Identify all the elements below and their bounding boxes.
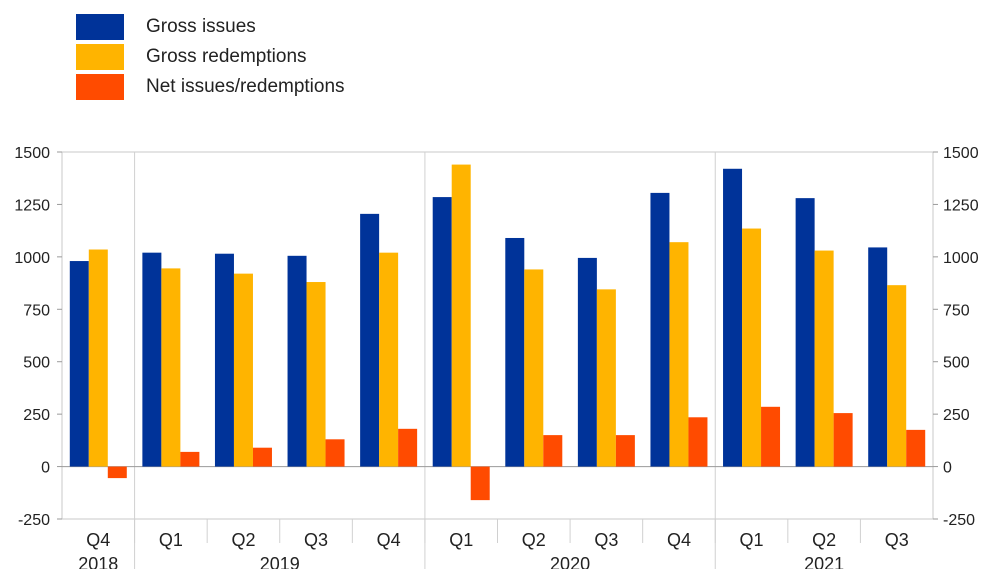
bar-net-issues-redemptions <box>761 406 781 467</box>
category-label: Q4 <box>667 530 691 550</box>
category-label: Q2 <box>812 530 836 550</box>
legend-label-net-issues: Net issues/redemptions <box>146 76 345 97</box>
category-label: Q1 <box>740 530 764 550</box>
category-label: Q2 <box>231 530 255 550</box>
bar-net-issues-redemptions <box>180 451 200 467</box>
bar-gross-redemptions <box>379 252 399 467</box>
category-label: Q1 <box>159 530 183 550</box>
bar-gross-issues <box>214 253 234 467</box>
category-label: Q4 <box>377 530 401 550</box>
bar-gross-redemptions <box>596 289 616 467</box>
bar-gross-issues <box>723 168 743 467</box>
y-tick-label-right: 750 <box>943 302 970 319</box>
bar-gross-issues <box>142 252 162 467</box>
bar-gross-redemptions <box>814 250 834 467</box>
y-tick-label-right: 1250 <box>943 197 979 214</box>
bar-gross-redemptions <box>233 273 253 467</box>
bar-gross-redemptions <box>88 249 108 467</box>
y-tick-label-right: 1500 <box>943 145 979 162</box>
legend-swatch-gross-redemptions <box>76 44 124 70</box>
year-label: 2020 <box>550 554 590 569</box>
bar-gross-issues <box>432 197 452 467</box>
bar-gross-issues <box>795 198 815 467</box>
year-label: 2019 <box>260 554 300 569</box>
legend-item-net-issues: Net issues/redemptions <box>76 72 345 102</box>
bar-net-issues-redemptions <box>906 429 926 467</box>
bar-gross-issues <box>287 255 307 467</box>
bar-net-issues-redemptions <box>325 439 345 467</box>
bar-net-issues-redemptions <box>543 435 563 467</box>
bar-gross-redemptions <box>306 282 326 467</box>
y-tick-label-right: 1000 <box>943 250 979 267</box>
bar-net-issues-redemptions <box>252 447 272 467</box>
bar-gross-issues <box>360 213 380 467</box>
y-tick-label-right: -250 <box>943 512 975 529</box>
y-tick-label-left: 0 <box>41 460 50 477</box>
bar-gross-redemptions <box>161 268 181 467</box>
bar-net-issues-redemptions <box>470 466 490 501</box>
bar-gross-issues <box>505 237 525 467</box>
bar-net-issues-redemptions <box>833 413 853 467</box>
bar-gross-issues <box>577 257 597 467</box>
bar-gross-redemptions <box>451 164 471 467</box>
y-tick-label-left: 500 <box>23 355 50 372</box>
legend-swatch-net-issues <box>76 74 124 100</box>
bar-net-issues-redemptions <box>107 466 127 479</box>
legend-label-gross-redemptions: Gross redemptions <box>146 46 307 67</box>
y-tick-label-left: 1500 <box>14 145 50 162</box>
y-tick-label-left: 1000 <box>14 250 50 267</box>
bar-gross-issues <box>650 192 670 467</box>
bar-gross-redemptions <box>742 228 762 467</box>
y-tick-label-left: 250 <box>23 407 50 424</box>
bar-gross-redemptions <box>524 269 544 467</box>
bar-gross-issues <box>868 247 888 467</box>
year-label: 2021 <box>804 554 844 569</box>
legend-item-gross-redemptions: Gross redemptions <box>76 42 345 72</box>
y-tick-label-left: -250 <box>18 512 50 529</box>
bar-gross-issues <box>69 261 89 467</box>
legend-label-gross-issues: Gross issues <box>146 16 256 37</box>
y-tick-label-left: 750 <box>23 302 50 319</box>
bar-net-issues-redemptions <box>615 435 635 467</box>
bar-gross-redemptions <box>669 242 689 467</box>
category-label: Q1 <box>449 530 473 550</box>
category-label: Q3 <box>304 530 328 550</box>
bar-net-issues-redemptions <box>398 428 418 467</box>
category-label: Q2 <box>522 530 546 550</box>
bar-net-issues-redemptions <box>688 417 708 467</box>
y-tick-label-right: 250 <box>943 407 970 424</box>
category-label: Q3 <box>885 530 909 550</box>
year-label: 2018 <box>78 554 118 569</box>
legend: Gross issues Gross redemptions Net issue… <box>76 12 345 102</box>
y-tick-label-right: 500 <box>943 355 970 372</box>
category-label: Q3 <box>594 530 618 550</box>
y-tick-label-right: 0 <box>943 460 952 477</box>
bar-gross-redemptions <box>887 285 907 467</box>
legend-swatch-gross-issues <box>76 14 124 40</box>
category-label: Q4 <box>86 530 110 550</box>
legend-item-gross-issues: Gross issues <box>76 12 345 42</box>
y-tick-label-left: 1250 <box>14 197 50 214</box>
